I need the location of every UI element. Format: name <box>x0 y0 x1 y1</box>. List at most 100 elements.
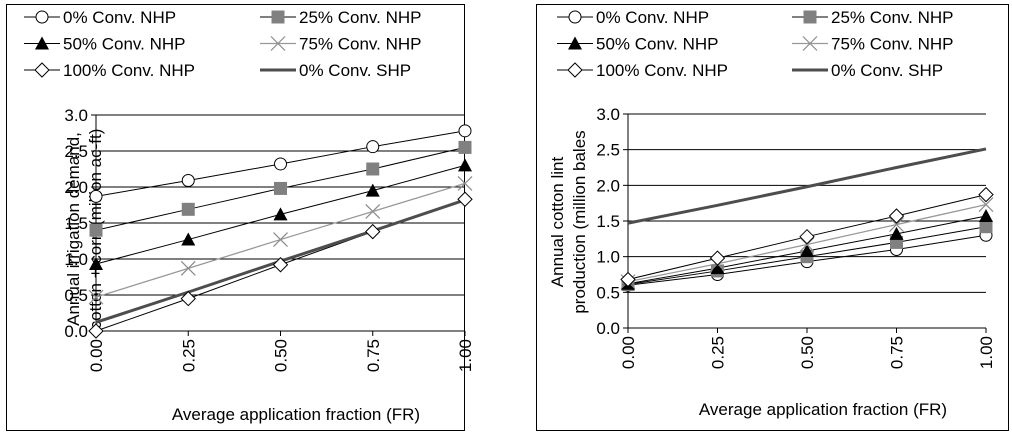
legend: 0% Conv. NHP 25% Conv. NHP 50% Conv. NHP 75… <box>557 8 954 80</box>
legend-label: 0% Conv. NHP <box>63 8 176 27</box>
data-point <box>978 197 994 213</box>
data-point <box>457 175 473 191</box>
data-point <box>89 257 103 271</box>
x-axis-label: Average application fraction (FR) <box>172 405 420 424</box>
y-tick-label: 0.5 <box>64 286 88 305</box>
legend-label: 50% Conv. NHP <box>63 35 186 54</box>
data-point <box>272 257 289 273</box>
x-tick-label: 0.50 <box>272 339 291 372</box>
legend-entry: 50% Conv. NHP <box>557 35 719 54</box>
data-point <box>458 158 472 172</box>
data-point <box>365 183 380 197</box>
legend-marker <box>803 10 817 24</box>
data-point <box>709 250 726 266</box>
legend-label: 75% Conv. NHP <box>299 35 422 54</box>
data-point <box>365 204 381 219</box>
y-tick-label: 1.0 <box>596 248 620 267</box>
legend-label: 25% Conv. NHP <box>831 8 954 27</box>
chart-1: 0% Conv. NHP 25% Conv. NHP 50% Conv. NHP 75… <box>6 4 475 431</box>
y-tick-label: 2.0 <box>64 178 88 197</box>
x-tick-label: 0.00 <box>619 336 638 369</box>
data-point <box>799 237 815 252</box>
data-point <box>88 323 104 339</box>
x-tick-label: 0.25 <box>709 336 728 369</box>
legend-marker <box>271 10 285 24</box>
data-point <box>274 181 287 195</box>
y-tick-label: 3.0 <box>596 105 620 124</box>
data-point <box>273 207 288 221</box>
data-point <box>181 174 195 188</box>
legend-marker <box>568 36 582 50</box>
y-tick-label: 0.0 <box>596 319 620 338</box>
data-point <box>89 189 103 203</box>
data-point <box>180 260 196 276</box>
y-tick-label: 0.5 <box>596 283 620 302</box>
x-axis-label: Average application fraction (FR) <box>699 400 947 419</box>
data-point <box>620 271 636 288</box>
y-axis-label: production (million bales <box>570 130 589 313</box>
x-tick-label: 0.25 <box>179 339 198 372</box>
legend-marker <box>34 62 50 78</box>
data-point <box>889 217 904 232</box>
data-point <box>180 290 196 307</box>
series-line <box>627 147 987 225</box>
data-point <box>273 232 288 247</box>
data-point <box>366 140 380 154</box>
legend-label: 100% Conv. NHP <box>63 61 195 80</box>
data-point <box>889 226 904 240</box>
legend-entry: 100% Conv. NHP <box>24 61 195 80</box>
y-tick-label: 0.0 <box>64 322 88 341</box>
data-point <box>88 289 104 305</box>
y-tick-label: 1.5 <box>596 212 620 231</box>
legend-label: 0% Conv. NHP <box>596 8 709 27</box>
data-point <box>979 209 993 223</box>
legend-entry: 0% Conv. NHP <box>24 8 176 27</box>
data-point <box>888 208 905 224</box>
chart-2: 0% Conv. NHP 25% Conv. NHP 50% Conv. NHP 75… <box>536 4 1009 431</box>
legend-label: 0% Conv. SHP <box>299 61 411 80</box>
legend-label: 50% Conv. NHP <box>596 35 719 54</box>
y-tick-label: 2.5 <box>64 142 88 161</box>
data-point <box>457 191 473 207</box>
legend-marker <box>35 36 49 50</box>
legend-entry: 25% Conv. NHP <box>792 8 954 27</box>
x-tick-label: 0.00 <box>87 339 106 372</box>
legend-entry: 0% Conv. NHP <box>557 8 709 27</box>
legend-label: 25% Conv. NHP <box>299 8 422 27</box>
data-point <box>458 124 472 138</box>
x-tick-label: 1.00 <box>456 339 475 372</box>
legend-marker <box>568 10 582 24</box>
data-point <box>800 243 814 257</box>
y-tick-label: 1.5 <box>64 214 88 233</box>
legend-marker <box>567 62 583 78</box>
data-point <box>181 202 195 216</box>
x-tick-label: 0.75 <box>364 339 383 372</box>
legend-entry: 25% Conv. NHP <box>260 8 422 27</box>
legend-entry: 75% Conv. NHP <box>792 35 954 54</box>
data-point <box>274 157 287 171</box>
x-tick-label: 0.50 <box>798 336 817 369</box>
data-point <box>710 261 725 275</box>
data-point <box>89 223 103 237</box>
data-point <box>979 220 993 234</box>
legend-entry: 50% Conv. NHP <box>24 35 186 54</box>
legend-entry: 100% Conv. NHP <box>557 61 728 80</box>
legend-entry: 75% Conv. NHP <box>260 35 422 54</box>
y-tick-label: 2.5 <box>596 141 620 160</box>
data-point <box>181 232 196 246</box>
data-point <box>458 140 472 154</box>
chart-frame <box>6 4 465 431</box>
data-point <box>366 162 380 176</box>
y-axis-label: Annual irrigation demand, <box>64 132 83 326</box>
legend-marker <box>35 10 49 24</box>
y-axis-label: Annual cotton lint <box>548 157 567 288</box>
x-tick-label: 0.75 <box>888 336 907 369</box>
legend-label: 0% Conv. SHP <box>831 61 943 80</box>
legend-label: 75% Conv. NHP <box>831 35 954 54</box>
legend-marker <box>802 36 818 51</box>
legend-label: 100% Conv. NHP <box>596 61 728 80</box>
legend-entry: 0% Conv. SHP <box>260 61 411 80</box>
legend: 0% Conv. NHP 25% Conv. NHP 50% Conv. NHP 75… <box>24 8 422 80</box>
data-point <box>365 223 381 240</box>
